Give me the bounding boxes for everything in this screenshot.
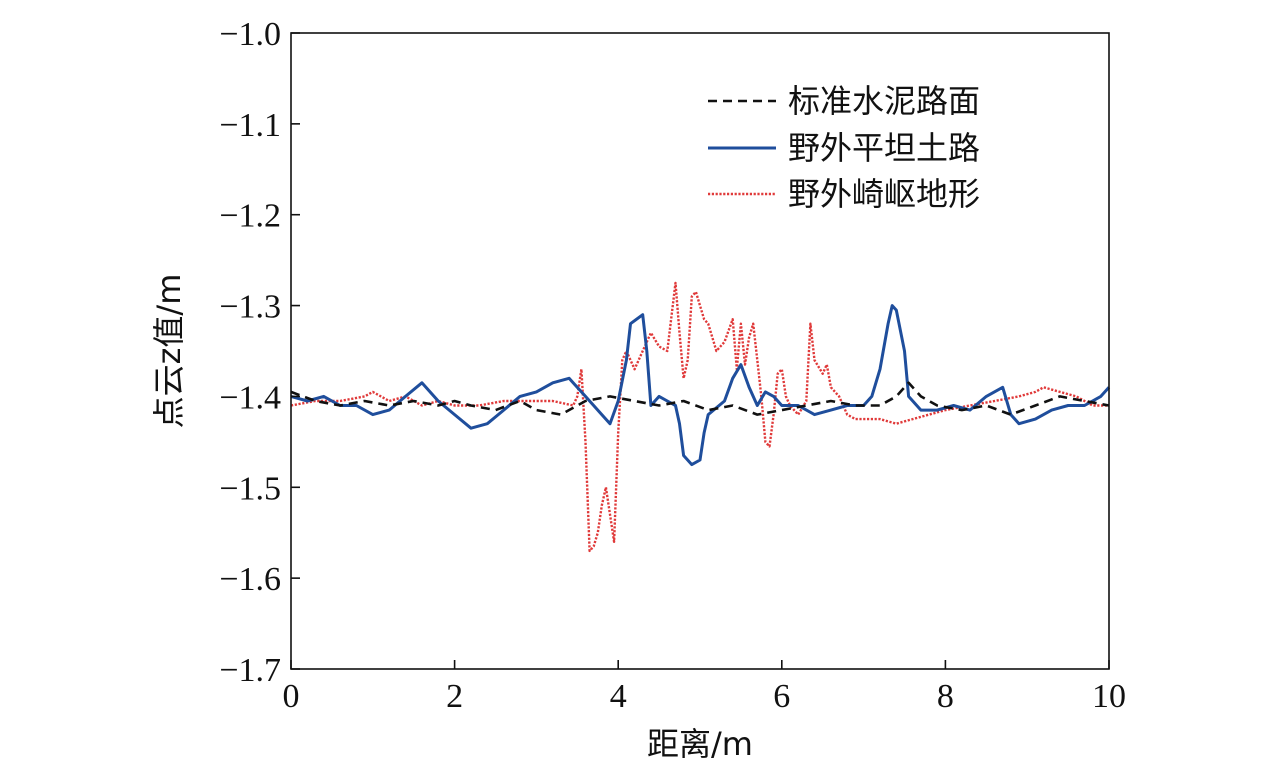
x-tick-label: 4 xyxy=(610,678,627,715)
axis-ticks: 0 2 4 6 8 10 −1.0 −1.1 −1.2 −1.3 −1.4 −1.5 −1.6 −1.7 xyxy=(219,16,1126,715)
plot-area-frame xyxy=(290,32,1110,670)
y-tick-label: −1.5 xyxy=(219,470,281,507)
y-tick-label: −1.4 xyxy=(219,379,281,416)
y-tick-label: −1.7 xyxy=(219,652,281,689)
legend-label-0: 标准水泥路面 xyxy=(788,82,980,120)
x-tick-label: 8 xyxy=(937,678,954,715)
y-tick-label: −1.3 xyxy=(219,289,281,326)
y-tick-label: −1.6 xyxy=(219,561,281,598)
series-layer xyxy=(290,281,1111,553)
x-axis-title: 距离/m xyxy=(647,725,753,763)
legend-label-2: 野外崎岖地形 xyxy=(788,175,980,213)
x-tick-label: 6 xyxy=(773,678,790,715)
y-tick-label: −1.2 xyxy=(219,198,281,235)
x-tick-label: 10 xyxy=(1092,678,1126,715)
y-tick-label: −1.0 xyxy=(219,16,281,53)
y-axis-title: 点云z值/m xyxy=(150,274,188,429)
x-tick-label: 2 xyxy=(446,678,463,715)
series-line-0 xyxy=(290,381,1110,416)
legend-label-1: 野外平坦土路 xyxy=(788,129,980,167)
y-tick-label: −1.1 xyxy=(219,107,281,144)
x-tick-label: 0 xyxy=(283,678,300,715)
